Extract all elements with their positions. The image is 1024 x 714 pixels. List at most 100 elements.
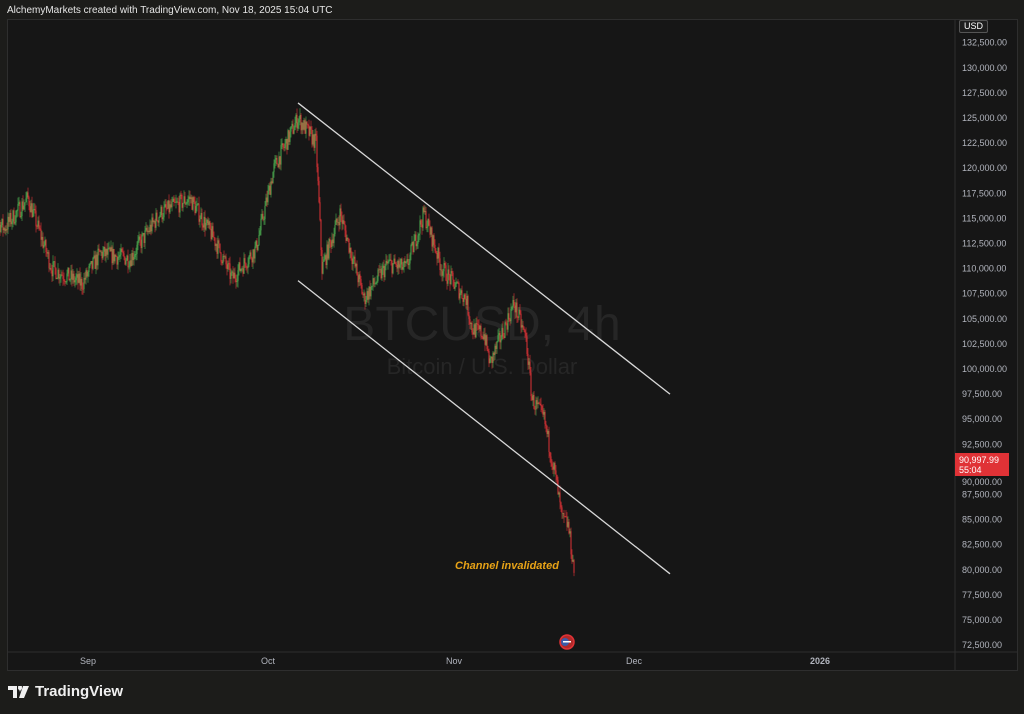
candle-body [13, 210, 15, 224]
candle-body [354, 256, 356, 267]
last-price: 90,997.99 [959, 455, 1000, 465]
candle-body [111, 247, 113, 264]
candle-body [410, 244, 412, 255]
candle-body [344, 223, 346, 231]
candle-body [260, 218, 262, 231]
candle-body [230, 272, 232, 279]
candle-body [77, 274, 79, 283]
candle-body [395, 263, 397, 265]
candle-body [153, 221, 155, 223]
candle-body [177, 201, 179, 203]
candle-body [556, 474, 558, 480]
candle-body [189, 196, 191, 199]
candle-body [85, 270, 87, 280]
candle-body [336, 218, 338, 223]
candle-body [560, 502, 562, 508]
candle-body [65, 281, 67, 283]
candle-body [164, 204, 166, 207]
candle-body [476, 323, 478, 325]
candle-body [415, 234, 417, 247]
candle-body [98, 248, 100, 251]
candle-body [22, 201, 24, 210]
candle-body [438, 247, 440, 259]
candle-body [258, 234, 260, 245]
candle-body [396, 264, 398, 269]
candle-body [524, 330, 526, 333]
candle-body [83, 277, 85, 290]
candle-body [286, 139, 288, 150]
candle-body [413, 240, 415, 253]
candle-body [34, 208, 36, 211]
candle-body [265, 197, 267, 206]
candle-body [523, 327, 525, 331]
time-tick-label: Dec [626, 656, 643, 666]
candle-body [78, 273, 80, 283]
candle-body [350, 247, 352, 258]
time-axis[interactable]: Sep Oct Nov Dec 2026 [80, 656, 830, 666]
candle-body [433, 235, 435, 245]
candle-body [573, 560, 575, 573]
candle-body [385, 260, 387, 266]
price-axis[interactable]: 72,500.00 75,000.00 77,500.00 80,000.00 82,5… [962, 38, 1007, 650]
candle-body [572, 560, 574, 562]
candle-body [134, 254, 136, 258]
candle-body [67, 267, 69, 274]
candle-body [211, 226, 213, 240]
candle-body [66, 273, 68, 282]
candle-body [527, 353, 529, 365]
tradingview-logo[interactable]: TradingView [8, 683, 123, 700]
candle-body [342, 220, 344, 224]
candle-body [542, 410, 544, 415]
candle-body [357, 275, 359, 283]
annotation-channel-invalidated[interactable]: Channel invalidated [455, 560, 559, 572]
candle-body [432, 235, 434, 247]
candle-body [540, 403, 542, 406]
candle-body [180, 194, 182, 196]
price-tick-label: 115,000.00 [962, 213, 1006, 223]
candle-body [409, 254, 411, 264]
candle-body [377, 269, 379, 281]
candle-body [309, 126, 311, 136]
candle-body [386, 260, 388, 264]
candle-body [317, 167, 319, 181]
candle-body [79, 273, 81, 286]
candle-body [399, 264, 401, 268]
candle-body [318, 180, 320, 203]
chart-frame[interactable] [7, 19, 1018, 671]
channel-lower-line [297, 280, 671, 575]
candle-body [191, 197, 193, 210]
candle-body [198, 203, 200, 222]
price-tick-label: 90,000.00 [962, 477, 1002, 487]
candle-body [320, 219, 322, 250]
candle-body [529, 361, 531, 373]
candle-body [508, 313, 510, 320]
candle-body [246, 267, 248, 269]
candle-body [340, 208, 342, 217]
us-flag-event-icon[interactable] [559, 634, 575, 650]
candle-body [128, 266, 130, 268]
candle-body [519, 309, 521, 314]
candle-body [84, 277, 86, 280]
candle-body [568, 521, 570, 534]
candle-body [142, 233, 144, 235]
candle-body [253, 249, 255, 259]
candle-body [270, 181, 272, 195]
candle-body [321, 249, 323, 274]
candle-body [242, 268, 244, 274]
currency-label[interactable]: USD [959, 20, 989, 33]
candle-body [167, 200, 169, 209]
candle-body [218, 240, 220, 244]
candle-body [212, 226, 214, 238]
candle-body [35, 210, 37, 227]
candle-body [12, 210, 14, 222]
candle-body [261, 213, 263, 219]
candle-body [160, 206, 162, 216]
candle-body [353, 256, 355, 259]
candle-body [262, 213, 264, 220]
candle-body [447, 269, 449, 284]
candle-body [419, 220, 421, 234]
candle-body [165, 204, 167, 209]
candle-body [30, 203, 32, 213]
candle-body [451, 271, 453, 273]
